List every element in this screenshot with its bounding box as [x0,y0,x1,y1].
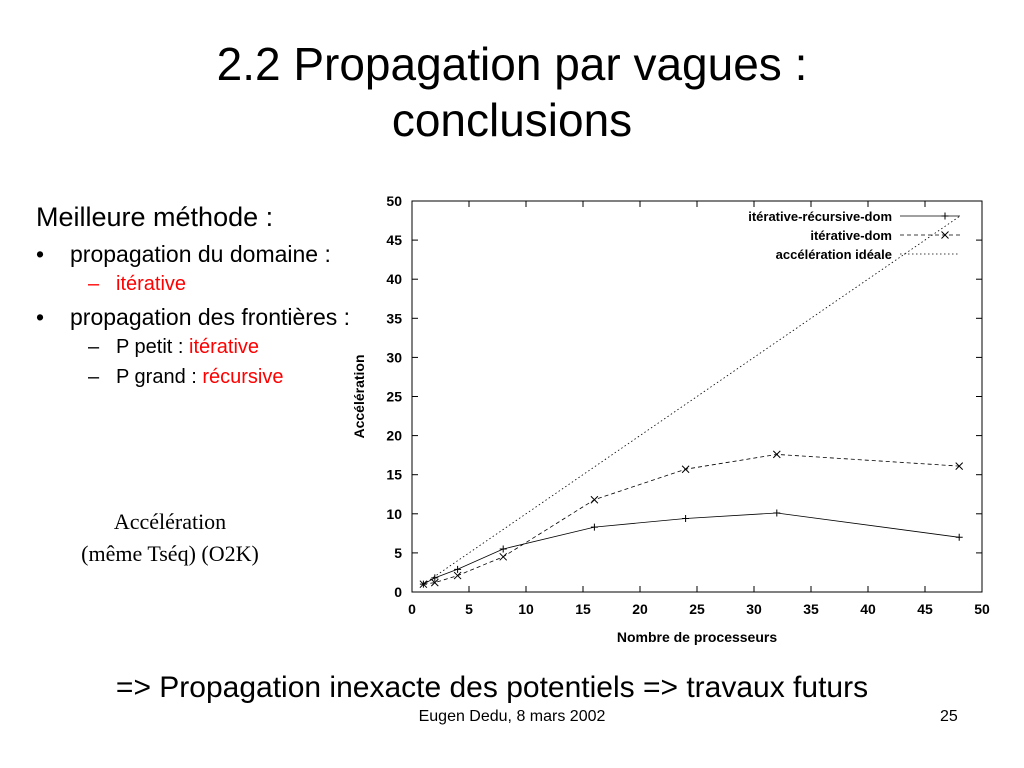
legend-label: accélération idéale [776,247,892,262]
y-axis-label: Accélération [351,354,367,438]
x-tick-label: 40 [860,601,876,617]
dash-mark: – [88,273,100,295]
bullet-mark: • [36,241,45,267]
y-tick-label: 25 [386,389,402,405]
series-0-point [682,514,690,522]
series-0-point [431,574,439,582]
chart-caption: Accélération (même Tséq) (O2K) [30,506,310,570]
x-tick-label: 5 [465,601,473,617]
y-tick-label: 20 [386,428,402,444]
sub-bullet-p-small-label: P petit : [116,336,190,358]
series-1-point [430,578,439,587]
y-tick-label: 40 [386,271,402,287]
sub-bullet-domain-value: itérative [116,273,187,295]
y-tick-label: 50 [386,193,402,209]
page-number: 25 [940,708,958,725]
method-summary: Meilleure méthode : • propagation du dom… [36,200,356,390]
x-tick-label: 30 [746,601,762,617]
y-tick-label: 0 [394,584,402,600]
title-line-2: conclusions [391,94,633,146]
y-tick-label: 45 [386,232,402,248]
sub-bullet-p-large: – P grand : récursive [36,364,356,390]
series-1-point [590,495,599,504]
legend-marker [941,231,949,239]
summary-heading: Meilleure méthode : [36,202,274,232]
series-line-0 [423,512,960,585]
x-axis-label: Nombre de processeurs [617,629,777,645]
legend-label: itérative-récursive-dom [748,209,892,224]
y-tick-label: 10 [386,506,402,522]
bullet-domain: • propagation du domaine : [36,242,356,267]
y-tick-label: 30 [386,349,402,365]
slide-title: 2.2 Propagation par vagues : conclusions [0,36,1024,148]
caption-line-2: (même Tséq) (O2K) [81,541,259,566]
y-tick-label: 15 [386,467,402,483]
series-0-point [499,545,507,553]
y-tick-label: 35 [386,310,402,326]
sub-bullet-domain-iterative: – itérative [36,271,356,297]
dash-mark: – [88,336,100,358]
footer-author-date: Eugen Dedu, 8 mars 2002 [418,708,606,725]
x-tick-label: 10 [518,601,534,617]
x-tick-label: 35 [803,601,819,617]
sub-bullet-p-large-value: récursive [202,366,284,388]
speedup-chart: 0 5 10 15 20 25 30 35 40 45 50 0 5 10 15 20 25 30 35 40 45 50… [351,193,990,645]
series-0-point [773,509,781,517]
series-1-point [681,465,690,474]
series-0-point [454,565,462,573]
series-0-point [955,533,963,541]
x-tick-label: 25 [689,601,705,617]
bullet-borders: • propagation des frontières : [36,305,356,330]
bullet-mark: • [36,304,45,330]
sub-bullet-p-large-label: P grand : [116,366,203,388]
caption-line-1: Accélération [113,509,227,534]
series-0-point [590,523,598,531]
conclusion-text: => Propagation inexacte des potentiels =… [115,671,869,704]
series-1-point [453,571,462,580]
dash-mark: – [88,366,100,388]
x-tick-label: 15 [575,601,591,617]
series-1-point [955,462,964,470]
legend-label: itérative-dom [810,228,892,243]
x-tick-label: 0 [408,601,416,617]
series-1-point [499,552,508,561]
x-tick-label: 20 [632,601,648,617]
series-line-1 [423,453,960,585]
x-tick-label: 50 [974,601,990,617]
legend-marker [941,212,949,220]
bullet-borders-text: propagation des frontières : [70,304,351,330]
series-line-2 [423,216,960,585]
bullet-domain-text: propagation du domaine : [70,241,331,267]
series-1-point [772,450,781,459]
sub-bullet-p-small: – P petit : itérative [36,334,356,360]
y-tick-label: 5 [394,545,402,561]
plot-frame [411,200,983,593]
title-line-1: 2.2 Propagation par vagues : [216,38,808,90]
x-tick-label: 45 [917,601,933,617]
sub-bullet-p-small-value: itérative [189,336,260,358]
